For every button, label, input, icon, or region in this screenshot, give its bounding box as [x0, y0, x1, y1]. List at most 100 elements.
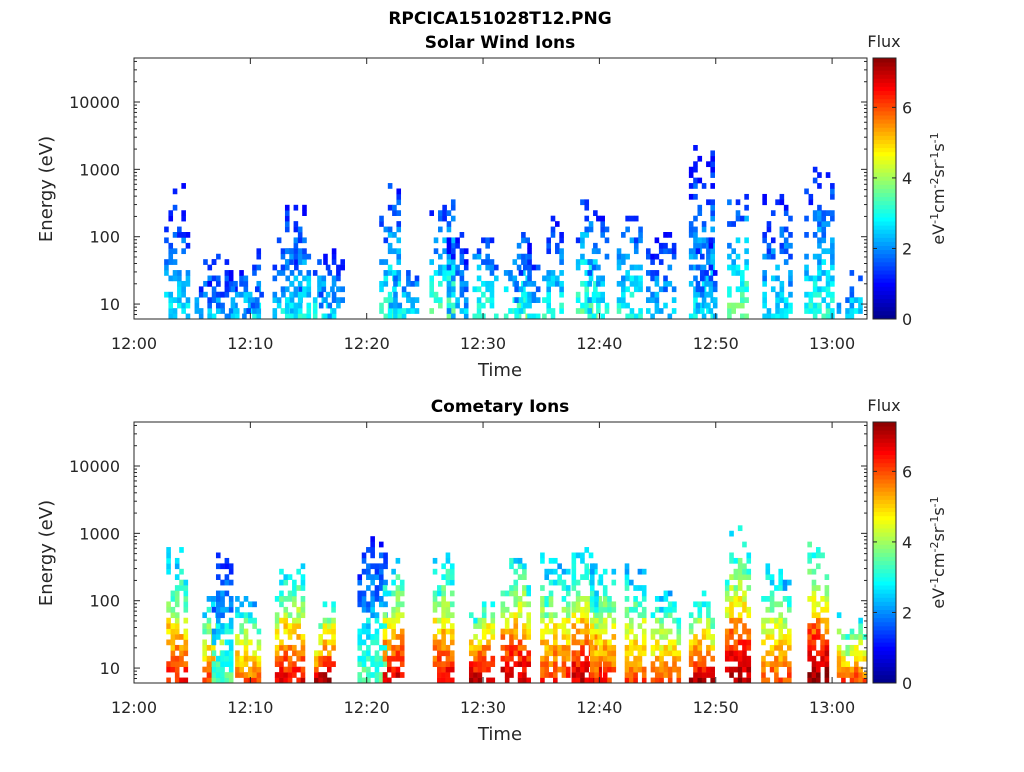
heatmap-cell: [638, 280, 643, 287]
heatmap-cell: [302, 259, 307, 265]
heatmap-cell: [336, 264, 341, 271]
colorbar-swatch: [873, 233, 896, 238]
heatmap-cell: [611, 606, 617, 613]
heatmap-cell: [593, 563, 598, 570]
heatmap-cell: [588, 221, 594, 227]
heatmap-cell: [587, 313, 593, 320]
heatmap-cell: [280, 270, 286, 276]
heatmap-cell: [489, 302, 495, 309]
heatmap-cell: [817, 221, 822, 227]
heatmap-cell: [183, 634, 189, 640]
heatmap-cell: [445, 655, 451, 662]
heatmap-cell: [252, 617, 257, 624]
heatmap-cell: [858, 308, 863, 314]
heatmap-cell: [633, 596, 638, 602]
heatmap-cell: [729, 650, 734, 657]
heatmap-cell: [441, 606, 446, 613]
heatmap-cell: [830, 242, 835, 249]
heatmap-cell: [210, 655, 216, 662]
heatmap-cell: [361, 557, 367, 564]
heatmap-cell: [179, 585, 184, 591]
heatmap-cell: [625, 302, 630, 309]
heatmap-cell: [821, 270, 827, 276]
heatmap-cell: [663, 242, 668, 249]
heatmap-cell: [548, 590, 554, 597]
heatmap-cell: [766, 313, 772, 320]
heatmap-cell: [445, 574, 451, 580]
heatmap-cell: [202, 650, 207, 657]
heatmap-cell: [396, 199, 402, 206]
heatmap-cell: [706, 161, 711, 168]
heatmap-cell: [607, 666, 612, 673]
heatmap-cell: [525, 237, 530, 244]
heatmap-cell: [706, 253, 711, 260]
colorbar-swatch: [873, 634, 896, 639]
heatmap-cell: [774, 623, 779, 629]
heatmap-cell: [765, 606, 771, 613]
heatmap-cell: [733, 628, 739, 635]
heatmap-cell: [584, 601, 590, 608]
heatmap-cell: [821, 248, 827, 255]
heatmap-cell: [587, 280, 593, 287]
heatmap-cell: [272, 264, 278, 271]
heatmap-cell: [701, 264, 707, 271]
heatmap-cell: [252, 655, 257, 662]
heatmap-cell: [220, 661, 225, 667]
heatmap-cell: [706, 275, 711, 282]
heatmap-cell: [621, 275, 626, 282]
heatmap-cell: [729, 530, 734, 537]
heatmap-cell: [783, 210, 789, 216]
heatmap-cell: [761, 639, 766, 646]
heatmap-cell: [737, 650, 743, 657]
heatmap-cell: [724, 666, 730, 673]
heatmap-cell: [397, 308, 403, 314]
heatmap-cell: [693, 302, 698, 309]
colorbar-swatch: [873, 58, 896, 63]
heatmap-cell: [633, 639, 638, 646]
heatmap-cell: [312, 308, 318, 314]
heatmap-cell: [737, 596, 743, 602]
x-tick-label: 12:30: [460, 698, 506, 717]
heatmap-cell: [174, 617, 180, 624]
heatmap-cell: [641, 644, 647, 651]
heatmap-cell: [604, 302, 610, 309]
heatmap-cell: [459, 286, 465, 293]
heatmap-cell: [378, 655, 384, 662]
heatmap-cell: [596, 297, 601, 303]
heatmap-cell: [811, 661, 817, 667]
heatmap-cell: [166, 557, 171, 564]
heatmap-cell: [239, 601, 245, 608]
heatmap-cell: [550, 280, 556, 287]
heatmap-cell: [706, 650, 711, 657]
heatmap-cell: [600, 226, 605, 233]
heatmap-cell: [477, 655, 483, 662]
heatmap-cell: [287, 590, 293, 597]
heatmap-cell: [513, 623, 519, 629]
heatmap-cell: [322, 661, 328, 667]
heatmap-cell: [645, 286, 651, 293]
heatmap-cell: [815, 628, 821, 635]
heatmap-cell: [761, 628, 766, 635]
heatmap-cell: [650, 253, 655, 260]
heatmap-cell: [591, 313, 597, 320]
heatmap-cell: [374, 661, 380, 667]
heatmap-cell: [527, 264, 532, 271]
heatmap-cell: [517, 606, 523, 613]
heatmap-cell: [774, 655, 779, 662]
heatmap-cell: [283, 677, 289, 684]
heatmap-cell: [858, 655, 863, 662]
heatmap-cell: [366, 617, 371, 624]
heatmap-cell: [575, 666, 581, 673]
heatmap-cell: [370, 552, 375, 559]
heatmap-cell: [500, 634, 506, 640]
heatmap-cell: [724, 606, 730, 613]
heatmap-cell: [387, 297, 393, 303]
heatmap-cell: [437, 601, 442, 608]
heatmap-cell: [659, 650, 664, 657]
heatmap-cell: [550, 308, 556, 314]
heatmap-cell: [306, 286, 312, 293]
heatmap-cell: [396, 193, 402, 200]
heatmap-cell: [206, 655, 212, 662]
heatmap-cell: [181, 291, 186, 298]
heatmap-cell: [688, 248, 694, 255]
